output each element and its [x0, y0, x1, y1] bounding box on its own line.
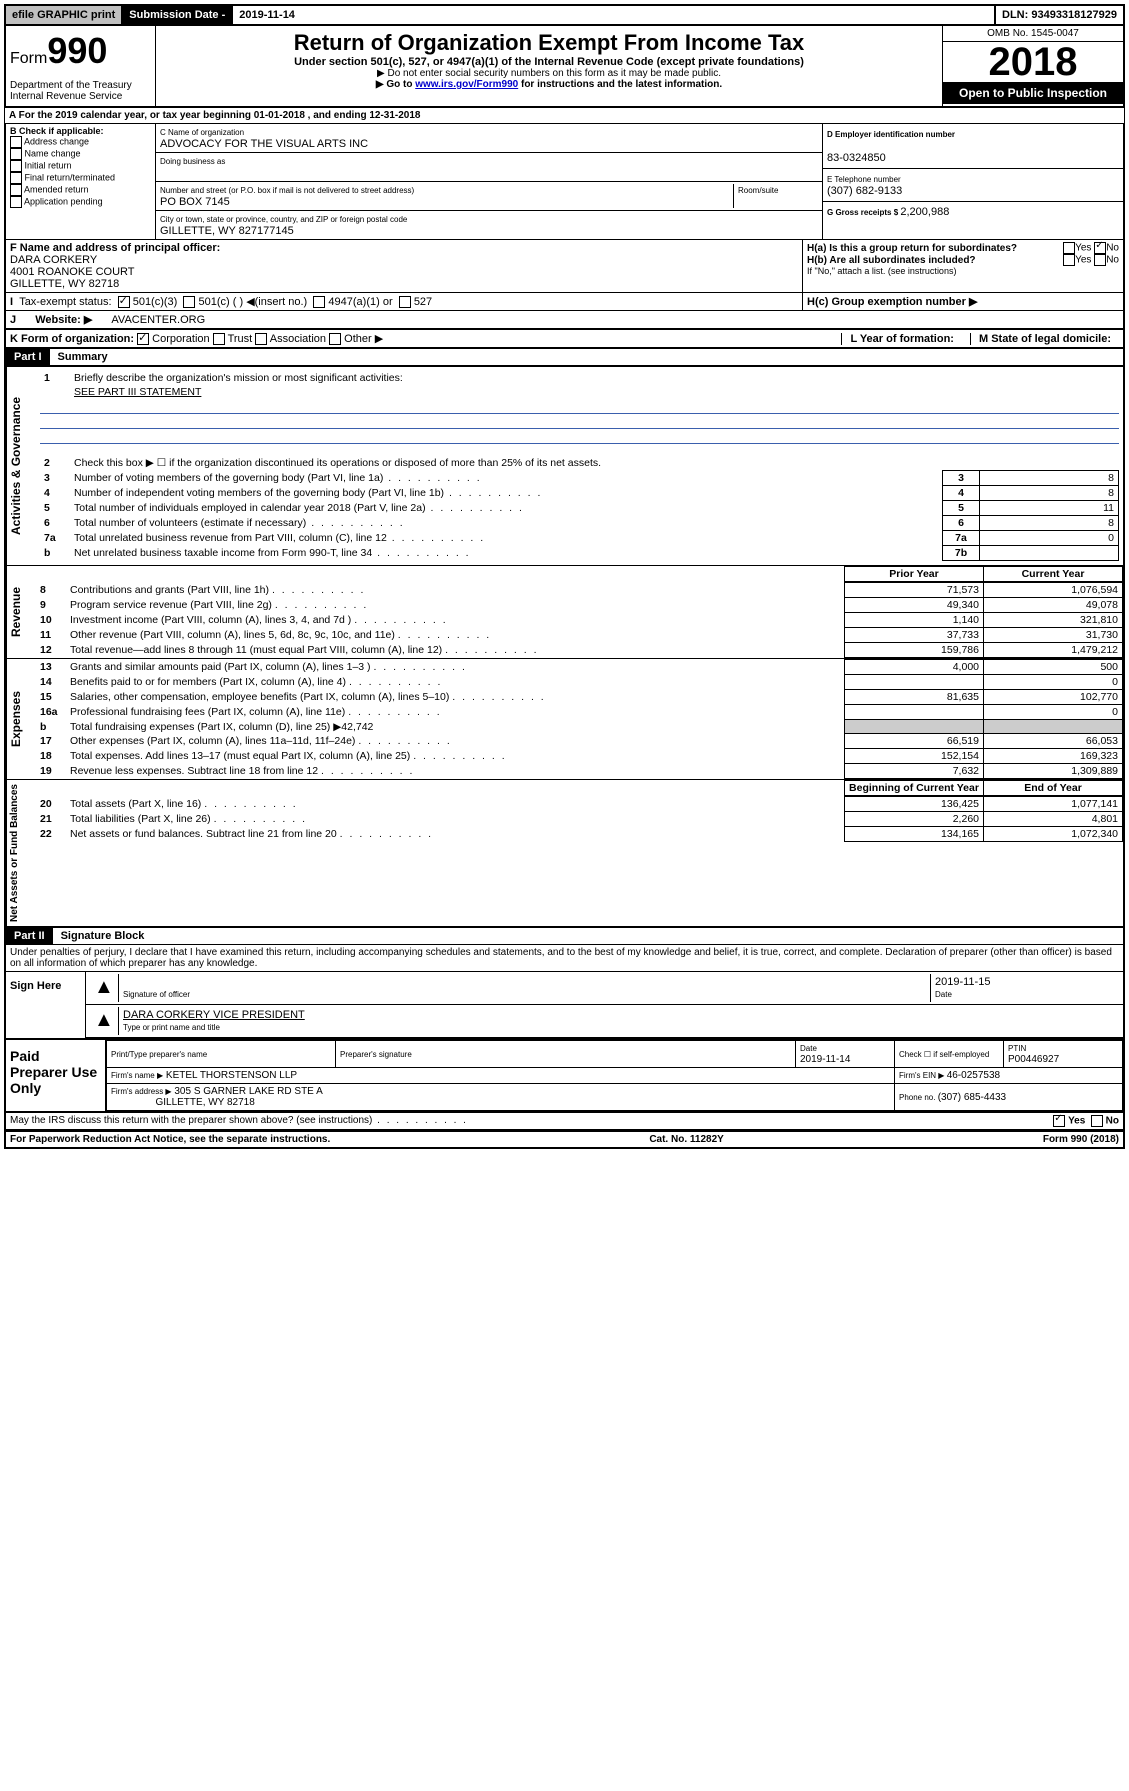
org-city: GILLETTE, WY 827177145 — [160, 225, 294, 237]
subdate-label: Submission Date - — [123, 6, 233, 24]
footer: For Paperwork Reduction Act Notice, see … — [4, 1131, 1125, 1149]
form-title: Return of Organization Exempt From Incom… — [160, 30, 938, 56]
efile-button[interactable]: efile GRAPHIC print — [6, 6, 123, 24]
irs-link[interactable]: www.irs.gov/Form990 — [415, 79, 518, 90]
section-b: B Check if applicable: Address change Na… — [6, 124, 156, 239]
phone: (307) 682-9133 — [827, 185, 902, 197]
perjury-text: Under penalties of perjury, I declare th… — [4, 945, 1125, 971]
section-c: C Name of organization ADVOCACY FOR THE … — [156, 124, 823, 239]
part1-header: Part I Summary — [4, 349, 1125, 367]
form-note2: ▶ Go to www.irs.gov/Form990 for instruct… — [160, 79, 938, 90]
expenses-section: Expenses 13Grants and similar amounts pa… — [4, 659, 1125, 780]
discuss-row: May the IRS discuss this return with the… — [4, 1113, 1125, 1131]
ein: 83-0324850 — [827, 152, 886, 164]
open-public-badge: Open to Public Inspection — [943, 82, 1123, 104]
section-klm: K Form of organization: Corporation Trus… — [4, 330, 1125, 349]
tax-period: A For the 2019 calendar year, or tax yea… — [4, 108, 1125, 124]
top-bar: efile GRAPHIC print Submission Date - 20… — [4, 4, 1125, 26]
netassets-section: Net Assets or Fund Balances Beginning of… — [4, 780, 1125, 928]
form-subtitle: Under section 501(c), 527, or 4947(a)(1)… — [160, 56, 938, 68]
dept-label: Department of the Treasury Internal Reve… — [10, 80, 151, 102]
dln: DLN: 93493318127929 — [996, 6, 1123, 24]
form-header: Form990 Department of the Treasury Inter… — [4, 26, 1125, 108]
info-block: B Check if applicable: Address change Na… — [4, 124, 1125, 240]
part2-header: Part II Signature Block — [4, 928, 1125, 945]
form-number: Form990 — [10, 30, 151, 72]
org-name: ADVOCACY FOR THE VISUAL ARTS INC — [160, 138, 368, 150]
section-j: J Website: ▶ AVACENTER.ORG — [4, 311, 1125, 330]
org-address: PO BOX 7145 — [160, 196, 230, 208]
gross-receipts: 2,200,988 — [900, 206, 949, 218]
sign-block: Sign Here ▲ Signature of officer 2019-11… — [4, 971, 1125, 1040]
website: AVACENTER.ORG — [111, 314, 205, 326]
form-note1: ▶ Do not enter social security numbers o… — [160, 68, 938, 79]
activities-governance: Activities & Governance 1Briefly describ… — [4, 367, 1125, 566]
subdate-value: 2019-11-14 — [233, 6, 996, 24]
section-i: I Tax-exempt status: 501(c)(3) 501(c) ( … — [4, 293, 1125, 311]
section-deg: D Employer identification number 83-0324… — [823, 124, 1123, 239]
preparer-block: Paid Preparer Use Only Print/Type prepar… — [4, 1040, 1125, 1113]
checkbox-501c3[interactable] — [118, 296, 130, 308]
section-fh: F Name and address of principal officer:… — [4, 240, 1125, 293]
tax-year: 2018 — [943, 42, 1123, 82]
revenue-section: Revenue Prior Year Current Year 8Contrib… — [4, 566, 1125, 659]
